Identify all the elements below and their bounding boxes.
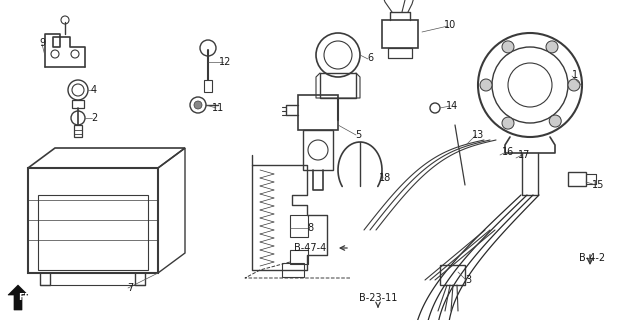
Circle shape xyxy=(480,79,492,91)
Bar xyxy=(303,130,333,170)
Text: 3: 3 xyxy=(465,275,471,285)
Text: 17: 17 xyxy=(518,150,530,160)
Polygon shape xyxy=(8,285,28,310)
Text: 2: 2 xyxy=(91,113,97,123)
Bar xyxy=(290,215,308,237)
Text: 6: 6 xyxy=(367,53,373,63)
Text: 4: 4 xyxy=(91,85,97,95)
Circle shape xyxy=(546,41,558,53)
Text: 12: 12 xyxy=(219,57,231,67)
Text: FR.: FR. xyxy=(18,293,34,302)
Bar xyxy=(204,80,212,92)
Text: 18: 18 xyxy=(379,173,391,183)
Bar xyxy=(282,263,304,277)
Bar xyxy=(38,195,148,270)
Text: 9: 9 xyxy=(39,38,45,48)
Text: 10: 10 xyxy=(444,20,456,30)
Text: 8: 8 xyxy=(307,223,313,233)
Bar xyxy=(382,20,418,48)
Text: 14: 14 xyxy=(446,101,458,111)
Text: B-23-11: B-23-11 xyxy=(359,293,397,303)
Bar xyxy=(290,250,308,264)
Bar xyxy=(28,168,158,273)
Circle shape xyxy=(502,117,514,129)
Text: B-47-4: B-47-4 xyxy=(294,243,326,253)
Circle shape xyxy=(194,101,202,109)
Bar xyxy=(74,125,82,137)
Text: 15: 15 xyxy=(592,180,604,190)
Text: 11: 11 xyxy=(212,103,224,113)
Circle shape xyxy=(568,79,580,91)
Bar xyxy=(440,265,465,285)
Circle shape xyxy=(549,115,562,127)
Text: 16: 16 xyxy=(502,147,514,157)
Text: 13: 13 xyxy=(472,130,484,140)
Bar xyxy=(72,100,84,108)
Circle shape xyxy=(502,41,514,53)
Bar xyxy=(568,172,586,186)
Bar xyxy=(298,95,338,130)
Text: 7: 7 xyxy=(127,283,133,293)
Text: B-4-2: B-4-2 xyxy=(579,253,605,263)
Text: 5: 5 xyxy=(355,130,361,140)
Bar xyxy=(320,73,356,98)
Text: 1: 1 xyxy=(572,70,578,80)
